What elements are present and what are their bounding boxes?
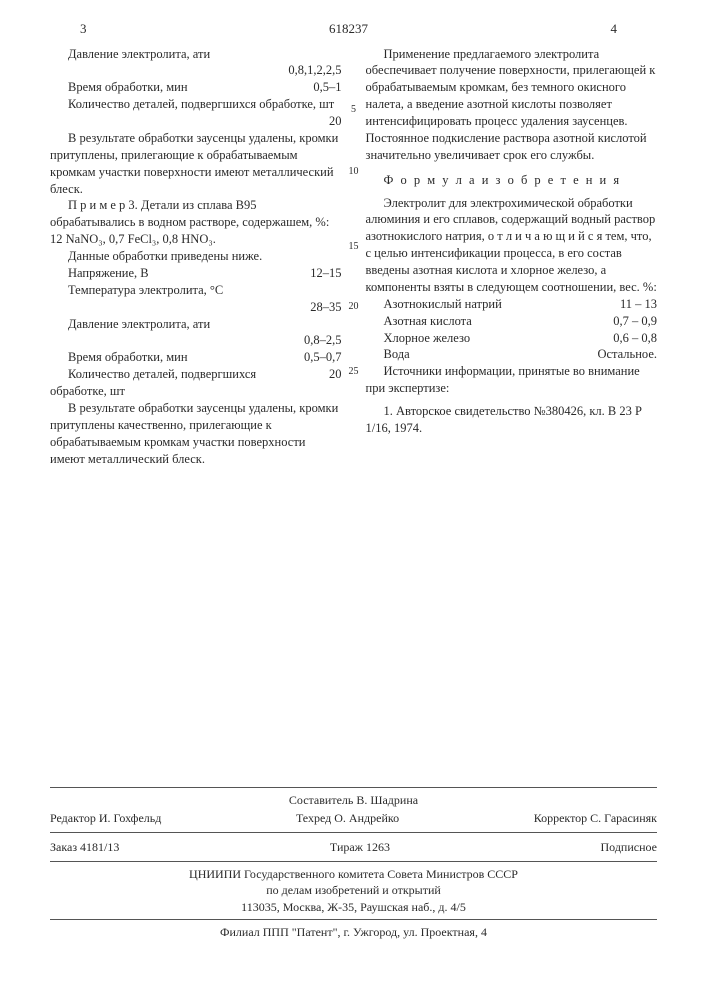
address-line: 113035, Москва, Ж-35, Раушская наб., д. … xyxy=(50,899,657,915)
param-value: 0,8,1,2,2,5 xyxy=(280,62,341,79)
param-label: Давление электролита, ати xyxy=(50,46,342,63)
print-run: Тираж 1263 xyxy=(330,839,390,855)
component-name: Вода xyxy=(384,346,590,363)
line-number: 20 xyxy=(349,300,359,314)
org-line: по делам изобретений и открытий xyxy=(50,882,657,898)
subscription: Подписное xyxy=(601,839,658,855)
param-label: Напряжение, В xyxy=(50,265,284,282)
param-value: 28–35 xyxy=(302,299,341,316)
param-label: Температура электролита, °С xyxy=(50,282,342,299)
text: П р и м е р 3. Детали из сплава В95 обра… xyxy=(50,198,329,229)
component-name: Азотная кислота xyxy=(384,313,606,330)
component-row: Хлорное железо 0,6 – 0,8 xyxy=(384,330,658,347)
component-name: Хлорное железо xyxy=(384,330,606,347)
param-label: Время обработки, мин xyxy=(50,349,278,366)
source-item: 1. Авторское свидетельство №380426, кл. … xyxy=(366,403,658,437)
org-line: ЦНИИПИ Государственного комитета Совета … xyxy=(50,866,657,882)
document-page: 3 618237 4 5 10 15 20 25 Давление электр… xyxy=(0,0,707,1000)
component-name: Азотнокислый натрий xyxy=(384,296,612,313)
paragraph: В результате обработки заусенцы удалены,… xyxy=(50,400,342,468)
line-number: 5 xyxy=(351,103,356,117)
param-row: Температура электролита, °С xyxy=(50,282,342,299)
param-value: 0,5–0,7 xyxy=(278,349,342,366)
line-number: 25 xyxy=(349,365,359,379)
claims-title-text: Ф о р м у л а и з о б р е т е н и я xyxy=(384,173,622,187)
component-row: Вода Остальное. xyxy=(384,346,658,363)
composer-line: Составитель В. Шадрина xyxy=(50,792,657,808)
component-value: 11 – 13 xyxy=(612,296,657,313)
component-row: Азотная кислота 0,7 – 0,9 xyxy=(384,313,658,330)
line-number: 15 xyxy=(349,240,359,254)
param-label: Время обработки, мин xyxy=(50,79,287,96)
param-row: Количество деталей, подвергшихся обработ… xyxy=(50,366,342,400)
footer-row: Заказ 4181/13 Тираж 1263 Подписное xyxy=(50,837,657,857)
param-row: Время обработки, мин 0,5–1 xyxy=(50,79,342,96)
techred: Техред О. Андрейко xyxy=(296,810,399,826)
param-value: 20 xyxy=(303,366,342,400)
param-row: 28–35 xyxy=(50,299,342,316)
param-row: Время обработки, мин 0,5–0,7 xyxy=(50,349,342,366)
footer-row: Редактор И. Гохфельд Техред О. Андрейко … xyxy=(50,808,657,828)
component-value: 0,7 – 0,9 xyxy=(605,313,657,330)
param-row: Давление электролита, ати xyxy=(50,46,342,63)
component-row: Азотнокислый натрий 11 – 13 xyxy=(384,296,658,313)
divider xyxy=(50,861,657,862)
param-row: Количество деталей, подвергшихся обработ… xyxy=(50,96,342,113)
param-row: Давление электролита, ати xyxy=(50,316,342,333)
param-value: 0,8–2,5 xyxy=(296,332,342,349)
divider xyxy=(50,787,657,788)
divider xyxy=(50,832,657,833)
param-label: Количество деталей, подвергшихся обработ… xyxy=(50,96,342,113)
chemical-formula: 12 NaNO₃, 0,7 FeCl₃, 0,8 HNO₃. xyxy=(50,232,216,246)
sources-label: Источники информации, принятые во вниман… xyxy=(366,363,658,397)
param-row: 0,8–2,5 xyxy=(50,332,342,349)
page-number-right: 4 xyxy=(611,20,618,38)
param-row: 20 xyxy=(50,113,342,130)
paragraph: Электролит для электрохимической обработ… xyxy=(366,195,658,296)
line-number: 10 xyxy=(349,165,359,179)
right-column: Применение предлагаемого электролита обе… xyxy=(366,46,658,468)
paragraph: П р и м е р 3. Детали из сплава В95 обра… xyxy=(50,197,342,248)
imprint-footer: Составитель В. Шадрина Редактор И. Гохфе… xyxy=(50,783,657,940)
param-row: Напряжение, В 12–15 xyxy=(50,265,342,282)
param-value: 20 xyxy=(321,113,342,130)
divider xyxy=(50,919,657,920)
corrector: Корректор С. Гарасиняк xyxy=(534,810,657,826)
paragraph: Данные обработки приведены ниже. xyxy=(50,248,342,265)
components-list: Азотнокислый натрий 11 – 13 Азотная кисл… xyxy=(366,296,658,364)
param-row: 0,8,1,2,2,5 xyxy=(50,62,342,79)
component-value: 0,6 – 0,8 xyxy=(605,330,657,347)
param-label: Количество деталей, подвергшихся обработ… xyxy=(50,366,303,400)
order-number: Заказ 4181/13 xyxy=(50,839,119,855)
page-header: 3 618237 4 xyxy=(50,20,657,38)
param-value: 12–15 xyxy=(284,265,341,282)
param-label: Давление электролита, ати xyxy=(50,316,342,333)
paragraph: Применение предлагаемого электролита обе… xyxy=(366,46,658,164)
branch-line: Филиал ППП "Патент", г. Ужгород, ул. Про… xyxy=(50,924,657,940)
claims-title: Ф о р м у л а и з о б р е т е н и я xyxy=(366,172,658,189)
patent-number: 618237 xyxy=(87,20,611,38)
editor: Редактор И. Гохфельд xyxy=(50,810,161,826)
component-value: Остальное. xyxy=(589,346,657,363)
paragraph: В результате обработки заусенцы удалены,… xyxy=(50,130,342,198)
left-column: Давление электролита, ати 0,8,1,2,2,5 Вр… xyxy=(50,46,342,468)
param-value: 0,5–1 xyxy=(287,79,341,96)
